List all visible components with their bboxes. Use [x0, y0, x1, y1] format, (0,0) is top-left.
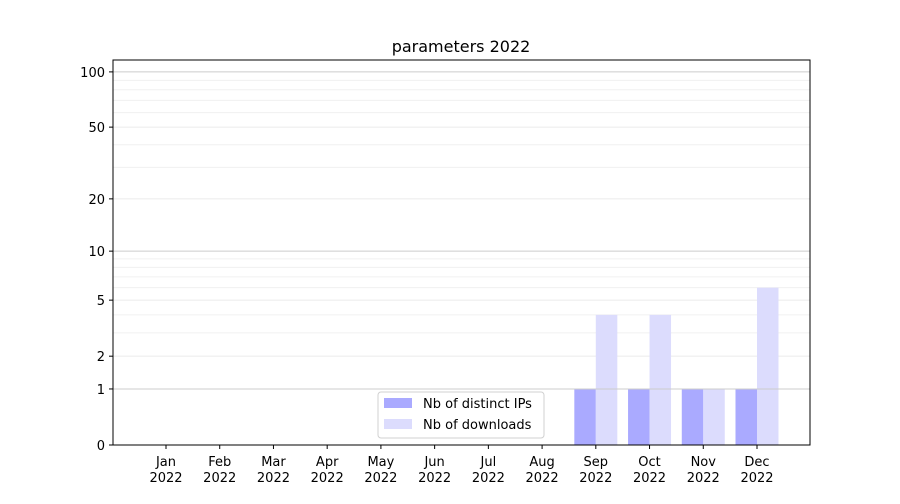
- bar-downloads: [649, 314, 672, 445]
- legend-box: [377, 391, 545, 439]
- x-tick-label-year: 2022: [687, 471, 720, 486]
- y-tick-label: 10: [88, 245, 105, 260]
- x-tick-label-month: Jun: [423, 455, 444, 470]
- x-tick-label-month: Mar: [261, 455, 286, 470]
- y-tick-label: 2: [97, 350, 105, 365]
- legend-label: Nb of downloads: [423, 418, 532, 433]
- x-tick-label-month: Feb: [208, 455, 231, 470]
- x-tick-label-year: 2022: [633, 471, 666, 486]
- x-tick-label-year: 2022: [740, 471, 773, 486]
- legend-swatch: [384, 398, 412, 408]
- bar-downloads: [595, 314, 618, 445]
- y-tick-label: 5: [97, 294, 105, 309]
- x-tick-label-month: Oct: [638, 455, 660, 470]
- x-tick-label-month: Dec: [744, 455, 769, 470]
- x-tick-label-year: 2022: [418, 471, 451, 486]
- x-tick-label-month: Apr: [316, 455, 339, 470]
- x-tick-label-month: Jul: [480, 455, 497, 470]
- y-tick-label: 1: [97, 383, 105, 398]
- x-tick-label-month: May: [367, 455, 394, 470]
- legend-label: Nb of distinct IPs: [423, 397, 532, 412]
- x-tick-label-year: 2022: [203, 471, 236, 486]
- y-tick-label: 50: [88, 121, 105, 136]
- plot-frame: [112, 59, 811, 446]
- bar-distinct-ips: [628, 388, 650, 445]
- bar-distinct-ips: [574, 388, 596, 445]
- x-tick-label-year: 2022: [311, 471, 344, 486]
- legend: Nb of distinct IPs Nb of downloads: [377, 391, 545, 439]
- legend-swatch: [384, 419, 412, 429]
- y-tick-label: 20: [88, 193, 105, 208]
- x-tick-label-month: Aug: [529, 455, 554, 470]
- bar-distinct-ips: [681, 388, 704, 445]
- y-tick-label: 0: [97, 439, 105, 454]
- x-tick-label-year: 2022: [364, 471, 397, 486]
- chart-title: parameters 2022: [392, 37, 531, 56]
- x-tick-label-year: 2022: [149, 471, 182, 486]
- bar-downloads: [757, 287, 779, 445]
- bar-distinct-ips: [735, 388, 757, 445]
- x-tick-label-month: Jan: [155, 455, 176, 470]
- bar-downloads: [703, 388, 725, 445]
- y-tick-label: 100: [80, 66, 105, 81]
- x-tick-label-month: Nov: [691, 455, 717, 470]
- x-tick-label-month: Sep: [584, 455, 609, 470]
- x-tick-label-year: 2022: [579, 471, 612, 486]
- x-tick-label-year: 2022: [472, 471, 505, 486]
- x-tick-label-year: 2022: [526, 471, 559, 486]
- x-tick-label-year: 2022: [257, 471, 290, 486]
